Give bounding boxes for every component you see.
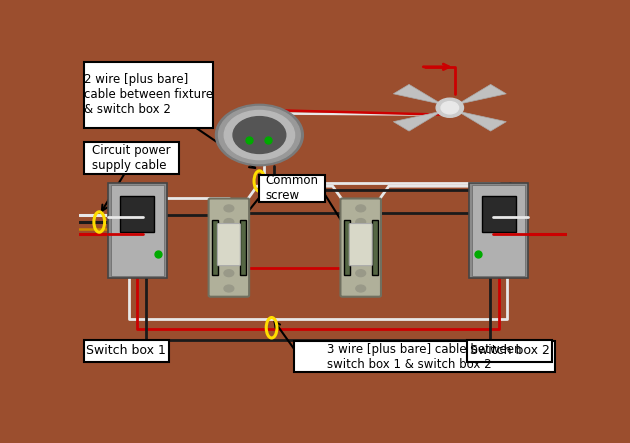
FancyBboxPatch shape <box>344 220 350 275</box>
Circle shape <box>224 285 234 292</box>
Circle shape <box>224 270 234 276</box>
Circle shape <box>233 117 286 153</box>
Text: 2 wire [plus bare]
cable between fixture
& switch box 2: 2 wire [plus bare] cable between fixture… <box>84 74 213 117</box>
Polygon shape <box>393 111 442 131</box>
FancyBboxPatch shape <box>217 224 241 266</box>
Circle shape <box>441 101 459 114</box>
Circle shape <box>224 110 295 159</box>
FancyBboxPatch shape <box>212 220 218 275</box>
FancyBboxPatch shape <box>481 196 516 233</box>
Circle shape <box>219 106 301 163</box>
FancyBboxPatch shape <box>294 342 555 372</box>
FancyBboxPatch shape <box>84 62 213 128</box>
Circle shape <box>436 98 464 117</box>
FancyBboxPatch shape <box>120 196 154 233</box>
Circle shape <box>356 218 365 225</box>
Text: Common
screw: Common screw <box>266 174 319 202</box>
Circle shape <box>224 205 234 212</box>
Polygon shape <box>393 85 442 105</box>
FancyBboxPatch shape <box>469 183 528 278</box>
Text: Switch box 2: Switch box 2 <box>470 344 549 357</box>
FancyBboxPatch shape <box>349 224 372 266</box>
Text: Circuit power
supply cable: Circuit power supply cable <box>92 144 171 172</box>
Circle shape <box>356 285 365 292</box>
FancyBboxPatch shape <box>108 183 166 278</box>
FancyBboxPatch shape <box>84 142 179 174</box>
FancyBboxPatch shape <box>372 220 377 275</box>
FancyBboxPatch shape <box>472 185 525 276</box>
FancyBboxPatch shape <box>209 198 249 297</box>
Text: Switch box 1: Switch box 1 <box>86 344 166 357</box>
Text: 3 wire [plus bare] cable between
switch box 1 & switch box 2: 3 wire [plus bare] cable between switch … <box>327 343 522 371</box>
FancyBboxPatch shape <box>467 340 553 362</box>
Circle shape <box>356 270 365 276</box>
FancyBboxPatch shape <box>111 185 164 276</box>
Polygon shape <box>457 111 507 131</box>
Circle shape <box>356 205 365 212</box>
Polygon shape <box>457 85 507 105</box>
FancyBboxPatch shape <box>240 220 246 275</box>
Circle shape <box>224 218 234 225</box>
FancyBboxPatch shape <box>84 340 169 362</box>
Circle shape <box>215 105 304 166</box>
FancyBboxPatch shape <box>340 198 381 297</box>
FancyBboxPatch shape <box>260 175 325 202</box>
